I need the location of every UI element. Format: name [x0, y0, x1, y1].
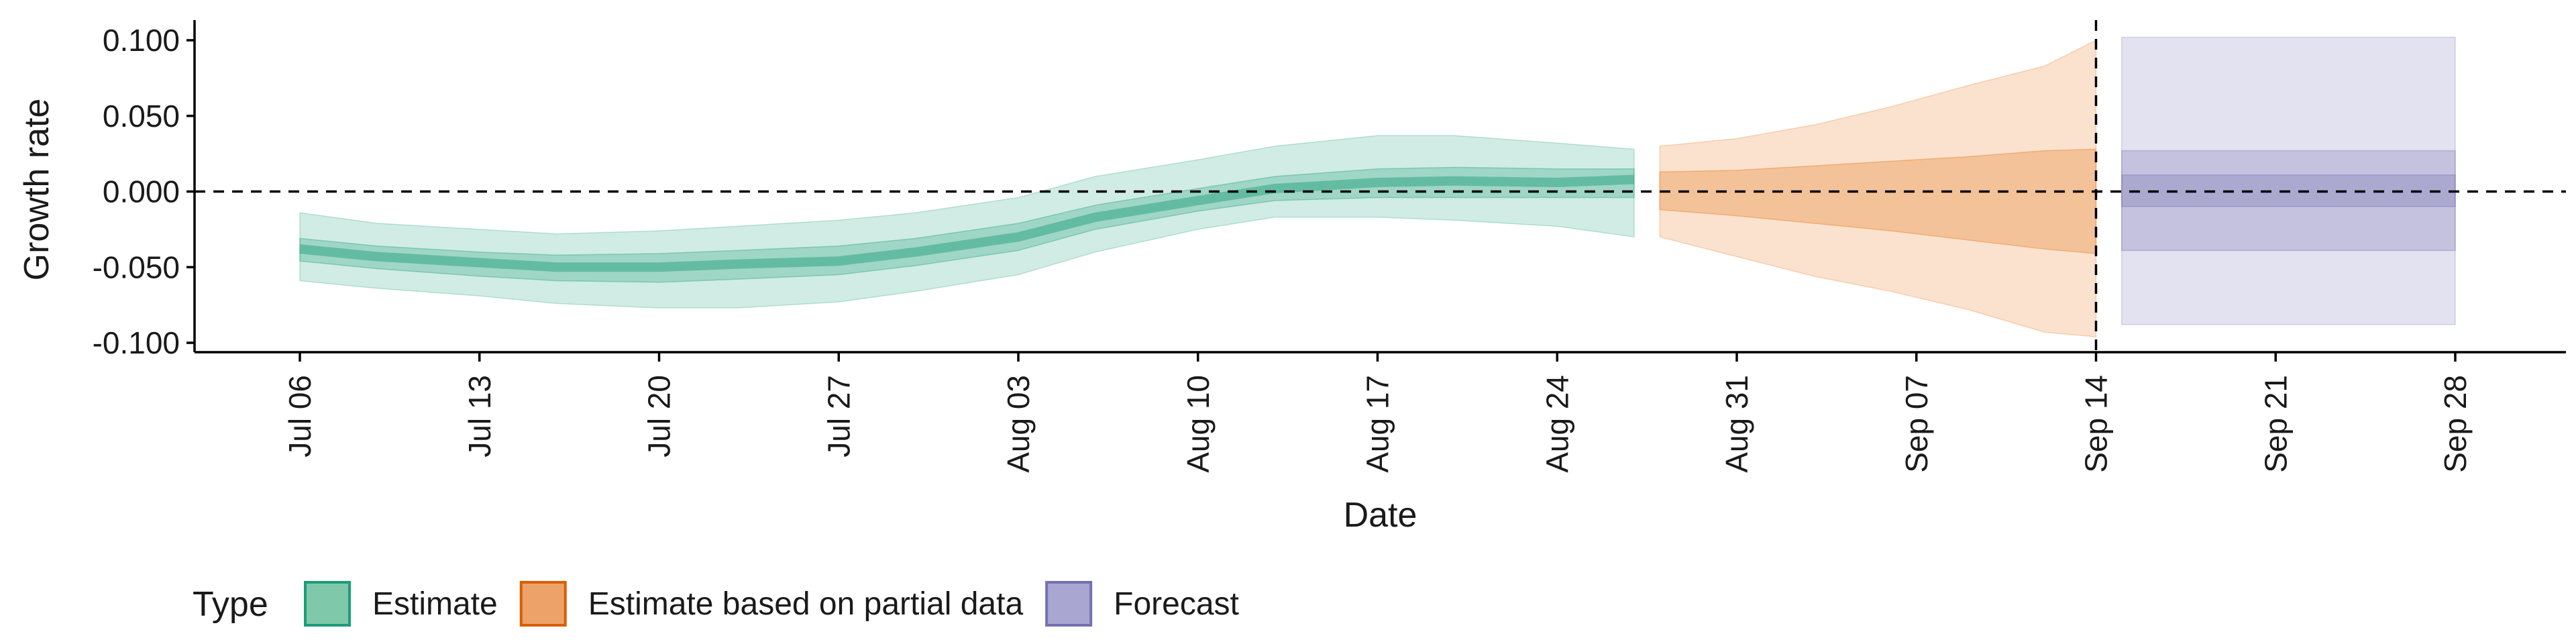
x-tick-label: Aug 31 [1719, 375, 1754, 473]
legend-item-estimate-based-on-partial-data: Estimate based on partial data [519, 581, 1024, 627]
x-tick-label: Aug 24 [1540, 375, 1574, 473]
legend-title: Type [193, 585, 268, 624]
x-tick-label: Aug 03 [1001, 375, 1036, 473]
x-tick-label: Sep 07 [1899, 375, 1934, 473]
y-axis-ticks: 0.100 0.050 0.000 -0.050 -0.100 [93, 23, 195, 360]
legend-swatch [1045, 581, 1093, 627]
x-tick-label: Sep 21 [2258, 375, 2293, 473]
legend: Type Estimate Estimate based on partial d… [193, 581, 1239, 627]
legend-label: Forecast [1114, 586, 1239, 622]
median-lines [299, 174, 1635, 272]
x-tick-label: Aug 17 [1360, 375, 1395, 473]
x-tick-label: Aug 10 [1181, 375, 1216, 473]
y-tick-label: 0.050 [103, 99, 180, 133]
x-tick-label: Sep 14 [2079, 375, 2114, 473]
x-tick-label: Jul 20 [642, 375, 677, 458]
legend-items: Estimate Estimate based on partial data Fo… [304, 581, 1239, 627]
legend-item-forecast: Forecast [1045, 581, 1239, 627]
estimate-based-on-partial-data-band-90 [1659, 39, 2097, 337]
x-tick-label: Jul 27 [821, 375, 856, 458]
legend-label: Estimate based on partial data [588, 586, 1024, 622]
legend-swatch [519, 581, 567, 627]
reference-lines [195, 20, 2566, 352]
forecast-band-90 [2121, 36, 2456, 325]
forecast-band-50 [2121, 150, 2456, 252]
estimate-median-line [299, 174, 1635, 272]
legend-swatch [304, 581, 351, 627]
y-tick-label: -0.100 [93, 325, 180, 360]
x-tick-label: Jul 06 [282, 375, 317, 458]
x-axis-ticks: Jul 06 Jul 13 Jul 20 Jul 27 Aug 03 Aug 10 Aug … [282, 352, 2473, 473]
y-tick-label: -0.050 [93, 250, 180, 284]
estimate-band-50 [299, 166, 1635, 283]
legend-label: Estimate [372, 586, 498, 622]
axes [193, 20, 2566, 354]
x-tick-label: Sep 28 [2438, 375, 2473, 473]
x-tick-label: Jul 13 [462, 375, 497, 458]
y-axis-label: Growth rate [17, 99, 56, 281]
y-tick-label: 0.000 [103, 174, 180, 209]
x-axis-label: Date [1344, 496, 1417, 535]
legend-item-estimate: Estimate [304, 581, 498, 627]
y-tick-label: 0.100 [103, 23, 180, 58]
estimate-band-90 [299, 135, 1635, 309]
